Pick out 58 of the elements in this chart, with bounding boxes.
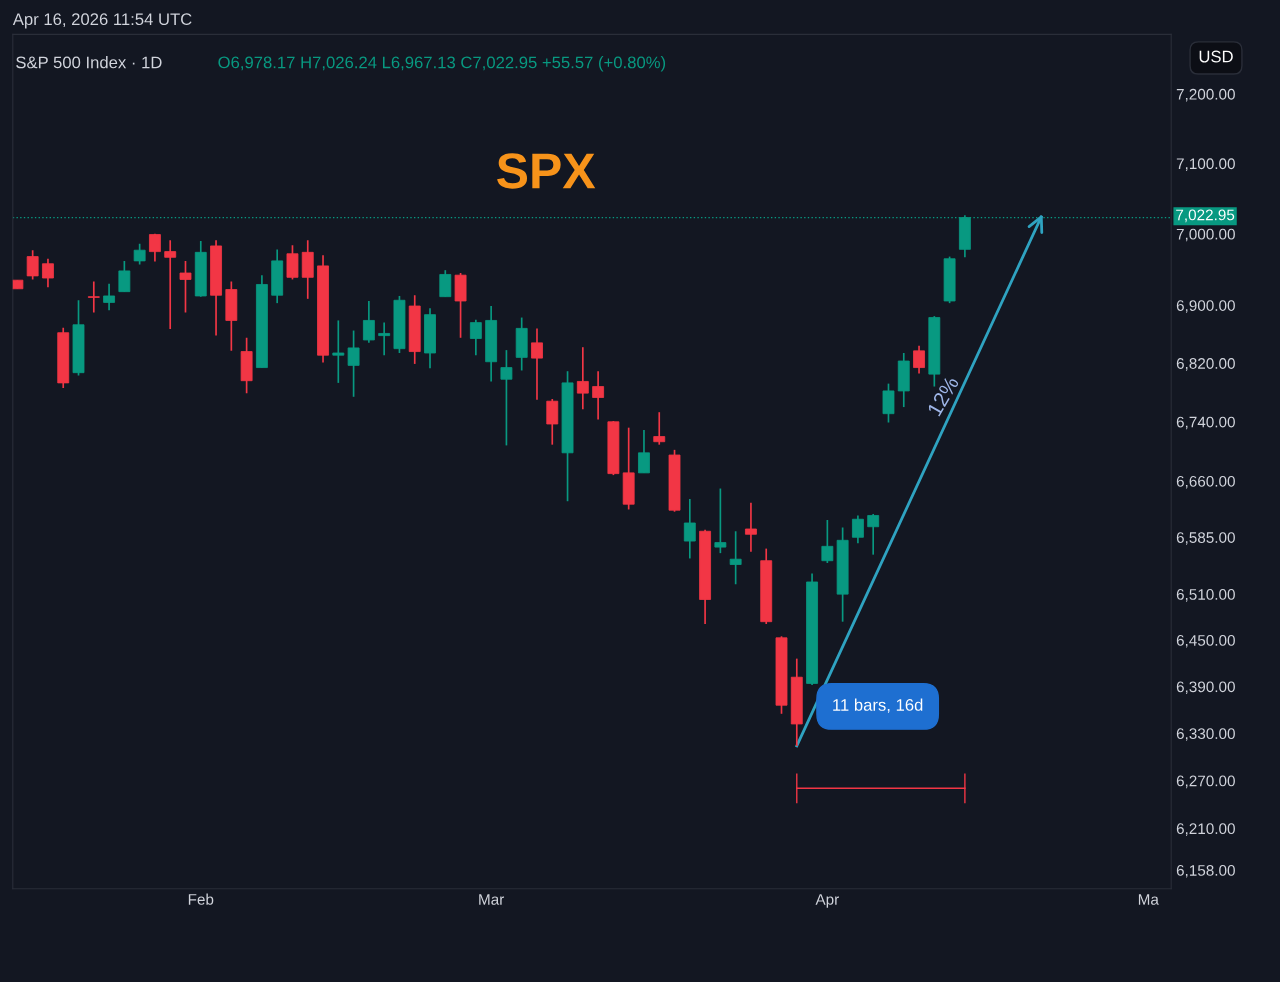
candlestick (546, 398, 559, 446)
x-tick-label: Feb (188, 893, 214, 905)
y-tick-label: 6,510.00 (1176, 589, 1235, 602)
candlestick (714, 487, 727, 554)
x-tick-label: Ma (1138, 894, 1159, 905)
y-tick-label: 6,210.00 (1176, 823, 1235, 836)
candlestick (882, 382, 895, 424)
y-tick-label: 6,820.00 (1176, 358, 1235, 371)
y-tick-label: 7,100.00 (1176, 158, 1235, 171)
y-tick-label: 7,000.00 (1176, 228, 1235, 242)
candlestick (653, 411, 666, 446)
candlestick (332, 319, 345, 384)
candlestick (592, 370, 605, 421)
y-tick-label: 6,900.00 (1176, 300, 1235, 313)
candlestick (87, 280, 100, 314)
candlestick (531, 327, 543, 401)
candlestick (821, 519, 834, 564)
candlestick (103, 282, 115, 312)
x-tick-label: Mar (479, 894, 505, 905)
candlestick (347, 329, 360, 398)
x-tick-label: Apr (815, 894, 839, 908)
candlestick (133, 242, 146, 266)
text: USD (1199, 50, 1233, 63)
candlestick (118, 260, 131, 293)
candlestick (500, 349, 513, 447)
text: Apr 16, 2026 11:54 UTC (12, 13, 192, 29)
y-tick-label: 6,660.00 (1176, 475, 1235, 489)
y-tick-label: 6,158.00 (1176, 865, 1235, 878)
candlestick (179, 260, 192, 314)
candlestick (851, 514, 864, 545)
candlestick (867, 513, 880, 556)
y-tick-label: 7,200.00 (1176, 88, 1235, 102)
candlestick (469, 318, 482, 357)
candlestick (683, 498, 696, 560)
y-tick-label: 6,390.00 (1176, 681, 1235, 695)
candlestick (576, 346, 589, 411)
text: O6,978.17 H7,026.24 L6,967.13 C7,022.95 +55.57 (+0.80%) (218, 56, 666, 72)
candlestick (149, 233, 161, 263)
candlestick (362, 300, 375, 344)
candlestick (26, 249, 39, 281)
candlestick (286, 244, 299, 281)
candlestick (638, 429, 650, 474)
y-tick-label: 6,585.00 (1176, 532, 1235, 545)
candlestick (439, 269, 452, 298)
y-tick-label: 6,740.00 (1176, 416, 1235, 430)
candlestick (164, 239, 177, 330)
ref-line-label: 7,022.95 (1176, 209, 1235, 223)
candlestick (729, 530, 742, 586)
candlestick (745, 501, 757, 553)
annotation: 11 bars, 16d (833, 698, 923, 713)
candlestick (378, 321, 391, 357)
y-tick-label: 6,270.00 (1176, 775, 1235, 789)
text: S&P 500 Index · 1D (16, 56, 162, 69)
y-tick-label: 6,330.00 (1176, 728, 1235, 741)
candlestick (913, 344, 925, 375)
annotation: SPX (497, 153, 596, 189)
candlestick (42, 257, 54, 289)
y-tick-label: 6,450.00 (1176, 634, 1235, 648)
